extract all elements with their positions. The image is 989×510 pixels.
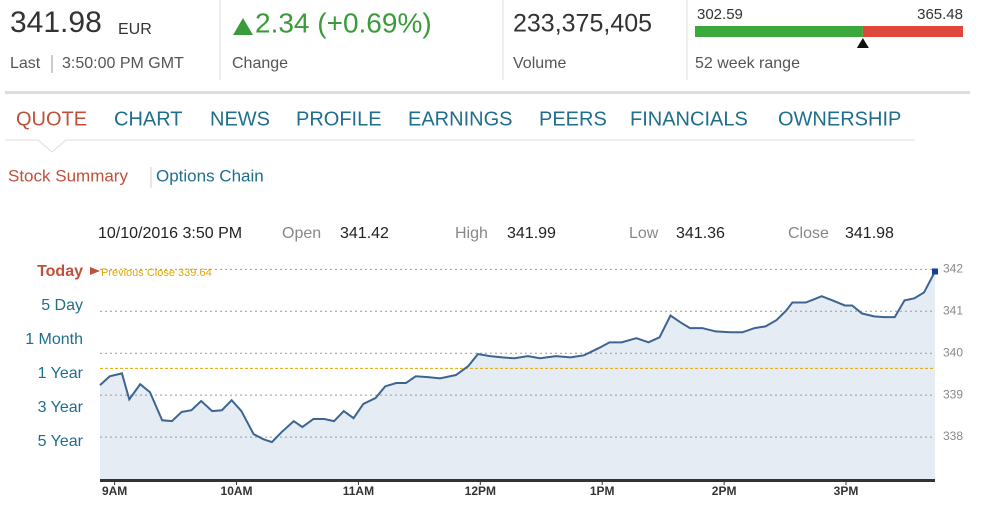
reference-label: Previous Close 339.64 [101,267,212,279]
reference-name: Previous Close [101,267,175,279]
volume-label: Volume [513,55,566,72]
nav-tab[interactable]: FINANCIALS [630,108,748,130]
nav-tab[interactable]: EARNINGS [408,108,512,130]
currency: EUR [118,21,152,38]
last-label: Last [10,55,41,72]
volume-value: 233,375,405 [513,10,652,38]
info-value: 341.42 [340,225,389,242]
info-label: Close [788,225,829,242]
sub-tab[interactable]: Options Chain [156,166,264,185]
nav-tab[interactable]: PROFILE [296,108,382,130]
info-label: High [455,225,488,242]
sub-tab[interactable]: Stock Summary [8,166,128,185]
x-tick-label: 1PM [590,484,615,498]
header-rule [5,91,970,94]
range-bar-high [862,26,963,37]
x-tick-label: 11AM [343,484,374,498]
info-value: 341.36 [676,225,725,242]
y-tick-label: 339 [943,387,963,401]
info-label: Low [629,225,659,242]
range-button[interactable]: 3 Year [38,399,84,416]
x-axis [100,479,935,482]
x-tick-label: 2PM [712,484,737,498]
info-value: 341.98 [845,225,894,242]
x-tick-label: 10AM [221,484,253,498]
range-label: 52 week range [695,55,800,72]
x-tick-label: 3PM [834,484,859,498]
nav-tab[interactable]: NEWS [210,108,270,130]
range-button[interactable]: 1 Year [38,365,84,382]
nav-rule [5,139,915,153]
range-low: 302.59 [697,6,743,23]
range-marker [856,38,869,48]
range-high: 365.48 [917,6,963,23]
nav-tab[interactable]: CHART [114,108,183,130]
range-bar-low [695,26,863,37]
change-value: 2.34 (+0.69%) [255,7,432,38]
time: 3:50:00 PM GMT [62,55,184,72]
range-button[interactable]: 1 Month [25,331,83,348]
nav-tab[interactable]: QUOTE [16,108,87,130]
y-tick-label: 338 [943,429,963,443]
reference-pointer [90,267,100,275]
range-button[interactable]: Today [37,263,83,280]
reference-value: 339.64 [178,267,212,279]
x-tick-label: 9AM [102,484,127,498]
info-label: Open [282,225,321,242]
y-tick-label: 342 [943,262,963,276]
price-line [99,271,936,444]
chart-datetime: 10/10/2016 3:50 PM [98,225,242,242]
nav-tab[interactable]: OWNERSHIP [778,108,901,130]
y-tick-label: 341 [943,303,963,317]
change-label: Change [232,55,288,72]
nav-tab[interactable]: PEERS [539,108,607,130]
range-button[interactable]: 5 Day [41,297,83,314]
price: 341.98 [10,6,102,39]
y-tick-label: 340 [943,345,963,359]
area-fill [100,271,935,479]
range-button[interactable]: 5 Year [38,433,84,450]
last-point [932,268,938,275]
up-arrow [233,18,253,35]
info-value: 341.99 [507,225,556,242]
x-tick-label: 12PM [465,484,496,498]
